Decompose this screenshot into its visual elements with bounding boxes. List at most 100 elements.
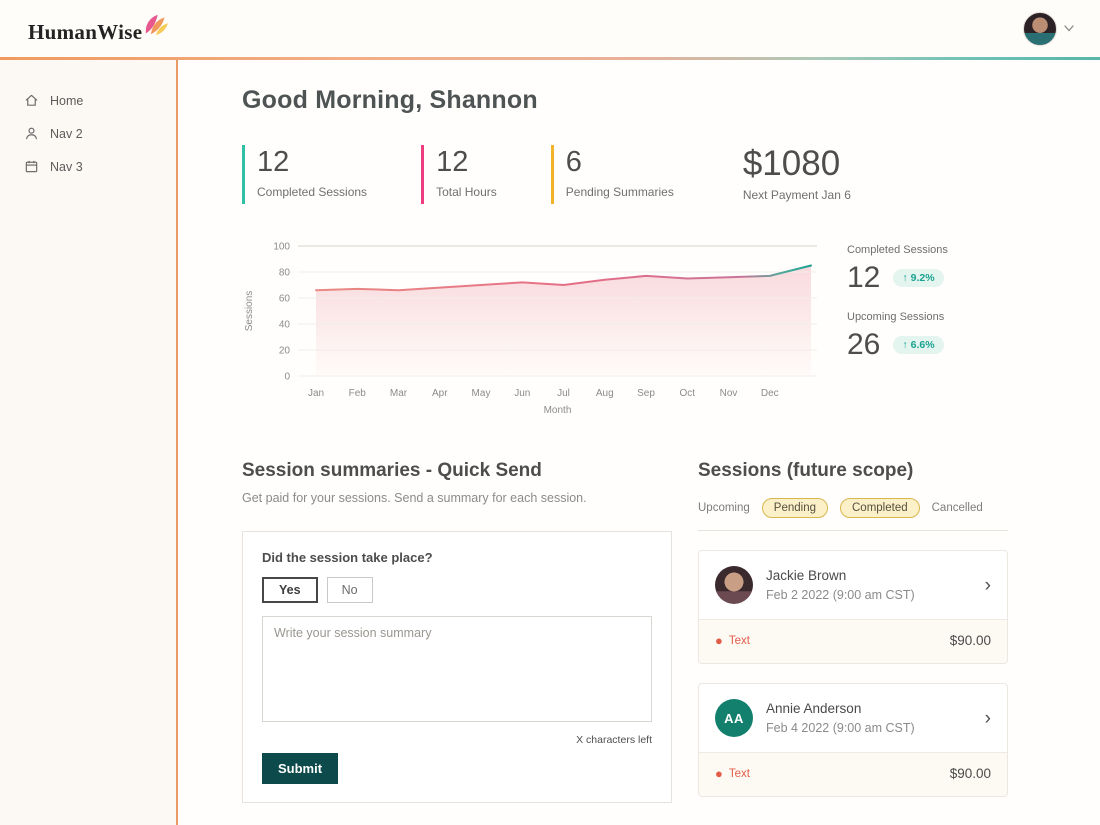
filter-pending[interactable]: Pending bbox=[761, 498, 828, 519]
user-menu[interactable] bbox=[1023, 11, 1074, 46]
svg-text:0: 0 bbox=[284, 372, 290, 383]
svg-text:40: 40 bbox=[279, 320, 291, 331]
svg-text:Apr: Apr bbox=[432, 388, 448, 399]
svg-text:Oct: Oct bbox=[679, 388, 695, 399]
svg-text:Feb: Feb bbox=[349, 388, 367, 399]
filter-completed[interactable]: Completed bbox=[840, 498, 920, 519]
up-arrow-icon: ↑ bbox=[902, 339, 908, 352]
upcoming-sessions-value: 26 bbox=[847, 328, 881, 362]
divider bbox=[699, 619, 1007, 621]
svg-text:Month: Month bbox=[544, 405, 572, 416]
stat-next-payment: $1080 Next Payment Jan 6 bbox=[728, 145, 851, 204]
session-card-jackie-brown[interactable]: Jackie Brown Feb 2 2022 (9:00 am CST) › … bbox=[698, 550, 1008, 665]
header-accent-bar bbox=[0, 57, 1100, 60]
chevron-right-icon[interactable]: › bbox=[984, 574, 991, 596]
session-amount: $90.00 bbox=[949, 766, 991, 782]
lower-section: Session summaries - Quick Send Get paid … bbox=[242, 460, 1066, 825]
sidebar-item-label: Home bbox=[50, 93, 84, 108]
sidebar-item-label: Nav 2 bbox=[50, 126, 83, 141]
quick-send-subtitle: Get paid for your sessions. Send a summa… bbox=[242, 491, 587, 506]
no-button[interactable]: No bbox=[326, 577, 373, 604]
svg-text:Dec: Dec bbox=[761, 388, 779, 399]
session-question-label: Did the session take place? bbox=[262, 550, 433, 566]
session-amount: $90.00 bbox=[949, 633, 991, 649]
sessions-line-chart: 0 20 40 60 80 100 Jan Feb Mar Apr May Jun Jul Aug Sep O… bbox=[242, 234, 827, 416]
svg-text:60: 60 bbox=[279, 294, 291, 305]
home-icon bbox=[25, 94, 38, 106]
sidebar-item-nav3[interactable]: Nav 3 bbox=[0, 150, 176, 183]
upcoming-delta-badge: ↑ 6.6% bbox=[893, 336, 944, 355]
stat-label: Total Hours bbox=[436, 185, 497, 200]
session-datetime: Feb 4 2022 (9:00 am CST) bbox=[766, 721, 915, 736]
person-icon bbox=[26, 127, 37, 140]
session-card-annie-anderson[interactable]: AA Annie Anderson Feb 4 2022 (9:00 am CS… bbox=[698, 683, 1008, 798]
brand-logo[interactable]: HumanWise bbox=[28, 12, 169, 45]
svg-text:May: May bbox=[472, 388, 491, 399]
svg-text:80: 80 bbox=[279, 268, 291, 279]
quick-send-section: Session summaries - Quick Send Get paid … bbox=[242, 460, 672, 825]
completed-sessions-value: 12 bbox=[847, 261, 881, 295]
session-tag: ● Text bbox=[715, 765, 750, 781]
svg-text:Aug: Aug bbox=[596, 388, 614, 399]
completed-sessions-label: Completed Sessions bbox=[847, 244, 948, 257]
up-arrow-icon: ↑ bbox=[902, 272, 908, 285]
main-content: Good Morning, Shannon 12 Completed Sessi… bbox=[180, 60, 1100, 825]
session-filters: Upcoming Pending Completed Cancelled bbox=[698, 498, 1008, 532]
divider bbox=[699, 752, 1007, 754]
brand-butterfly-icon bbox=[146, 14, 169, 36]
session-tag: ● Text bbox=[715, 632, 750, 648]
sessions-title: Sessions (future scope) bbox=[698, 460, 914, 482]
upcoming-sessions-label: Upcoming Sessions bbox=[847, 311, 945, 324]
session-card-bottom: ● Text $90.00 bbox=[699, 753, 1007, 797]
sidebar-item-nav2[interactable]: Nav 2 bbox=[0, 117, 176, 150]
brand-name: HumanWise bbox=[28, 20, 143, 44]
stat-pending-summaries: 6 Pending Summaries bbox=[550, 145, 674, 205]
svg-text:Jul: Jul bbox=[557, 388, 570, 399]
svg-text:Sep: Sep bbox=[637, 388, 655, 399]
svg-text:Nov: Nov bbox=[720, 388, 738, 399]
yes-button[interactable]: Yes bbox=[262, 577, 318, 604]
characters-left-label: X characters left bbox=[576, 734, 652, 747]
stat-value: 12 bbox=[257, 146, 290, 178]
stat-total-hours: 12 Total Hours bbox=[421, 145, 497, 205]
sidebar-item-label: Nav 3 bbox=[50, 159, 83, 174]
stat-value: 12 bbox=[436, 146, 469, 178]
filter-cancelled[interactable]: Cancelled bbox=[931, 502, 983, 515]
session-summary-textarea[interactable] bbox=[262, 616, 652, 723]
quick-send-card: Did the session take place? Yes No X cha… bbox=[242, 531, 672, 804]
stat-value: 6 bbox=[565, 146, 582, 178]
session-info: Annie Anderson Feb 4 2022 (9:00 am CST) bbox=[766, 701, 915, 735]
filter-upcoming[interactable]: Upcoming bbox=[698, 502, 750, 515]
user-avatar[interactable] bbox=[1023, 11, 1057, 46]
stat-label: Completed Sessions bbox=[257, 185, 368, 200]
calendar-icon bbox=[25, 160, 38, 173]
session-datetime: Feb 2 2022 (9:00 am CST) bbox=[766, 588, 915, 603]
stat-value: $1080 bbox=[742, 144, 841, 183]
stat-completed-sessions: 12 Completed Sessions bbox=[242, 145, 368, 205]
session-name: Annie Anderson bbox=[766, 701, 862, 717]
sessions-section: Sessions (future scope) Upcoming Pending… bbox=[698, 460, 1008, 825]
chevron-right-icon[interactable]: › bbox=[984, 707, 991, 729]
stat-label: Pending Summaries bbox=[565, 185, 674, 200]
svg-text:Jun: Jun bbox=[514, 388, 530, 399]
chart-side-stats: Completed Sessions 12 ↑ 9.2% Upcoming Ses… bbox=[847, 234, 948, 378]
stat-label: Next Payment Jan 6 bbox=[742, 188, 851, 203]
avatar: AA bbox=[715, 699, 753, 738]
greeting-title: Good Morning, Shannon bbox=[242, 86, 538, 114]
submit-button[interactable]: Submit bbox=[262, 753, 339, 785]
session-card-top: AA Annie Anderson Feb 4 2022 (9:00 am CS… bbox=[699, 684, 1007, 752]
svg-text:Jan: Jan bbox=[308, 388, 324, 399]
completed-delta-badge: ↑ 9.2% bbox=[893, 269, 944, 288]
session-card-top: Jackie Brown Feb 2 2022 (9:00 am CST) › bbox=[699, 551, 1007, 619]
session-info: Jackie Brown Feb 2 2022 (9:00 am CST) bbox=[766, 568, 915, 602]
chevron-down-icon[interactable] bbox=[1064, 25, 1074, 32]
sidebar-item-home[interactable]: Home bbox=[0, 84, 176, 117]
svg-text:Mar: Mar bbox=[390, 388, 408, 399]
avatar bbox=[715, 566, 753, 605]
chart-section: 0 20 40 60 80 100 Jan Feb Mar Apr May Jun Jul Aug Sep O… bbox=[242, 234, 1066, 417]
session-name: Jackie Brown bbox=[766, 568, 847, 584]
yes-no-toggle: Yes No bbox=[262, 577, 652, 604]
stats-row: 12 Completed Sessions 12 Total Hours 6 P… bbox=[242, 145, 1066, 205]
sidebar: Home Nav 2 Nav 3 bbox=[0, 60, 178, 825]
svg-text:20: 20 bbox=[279, 346, 291, 357]
